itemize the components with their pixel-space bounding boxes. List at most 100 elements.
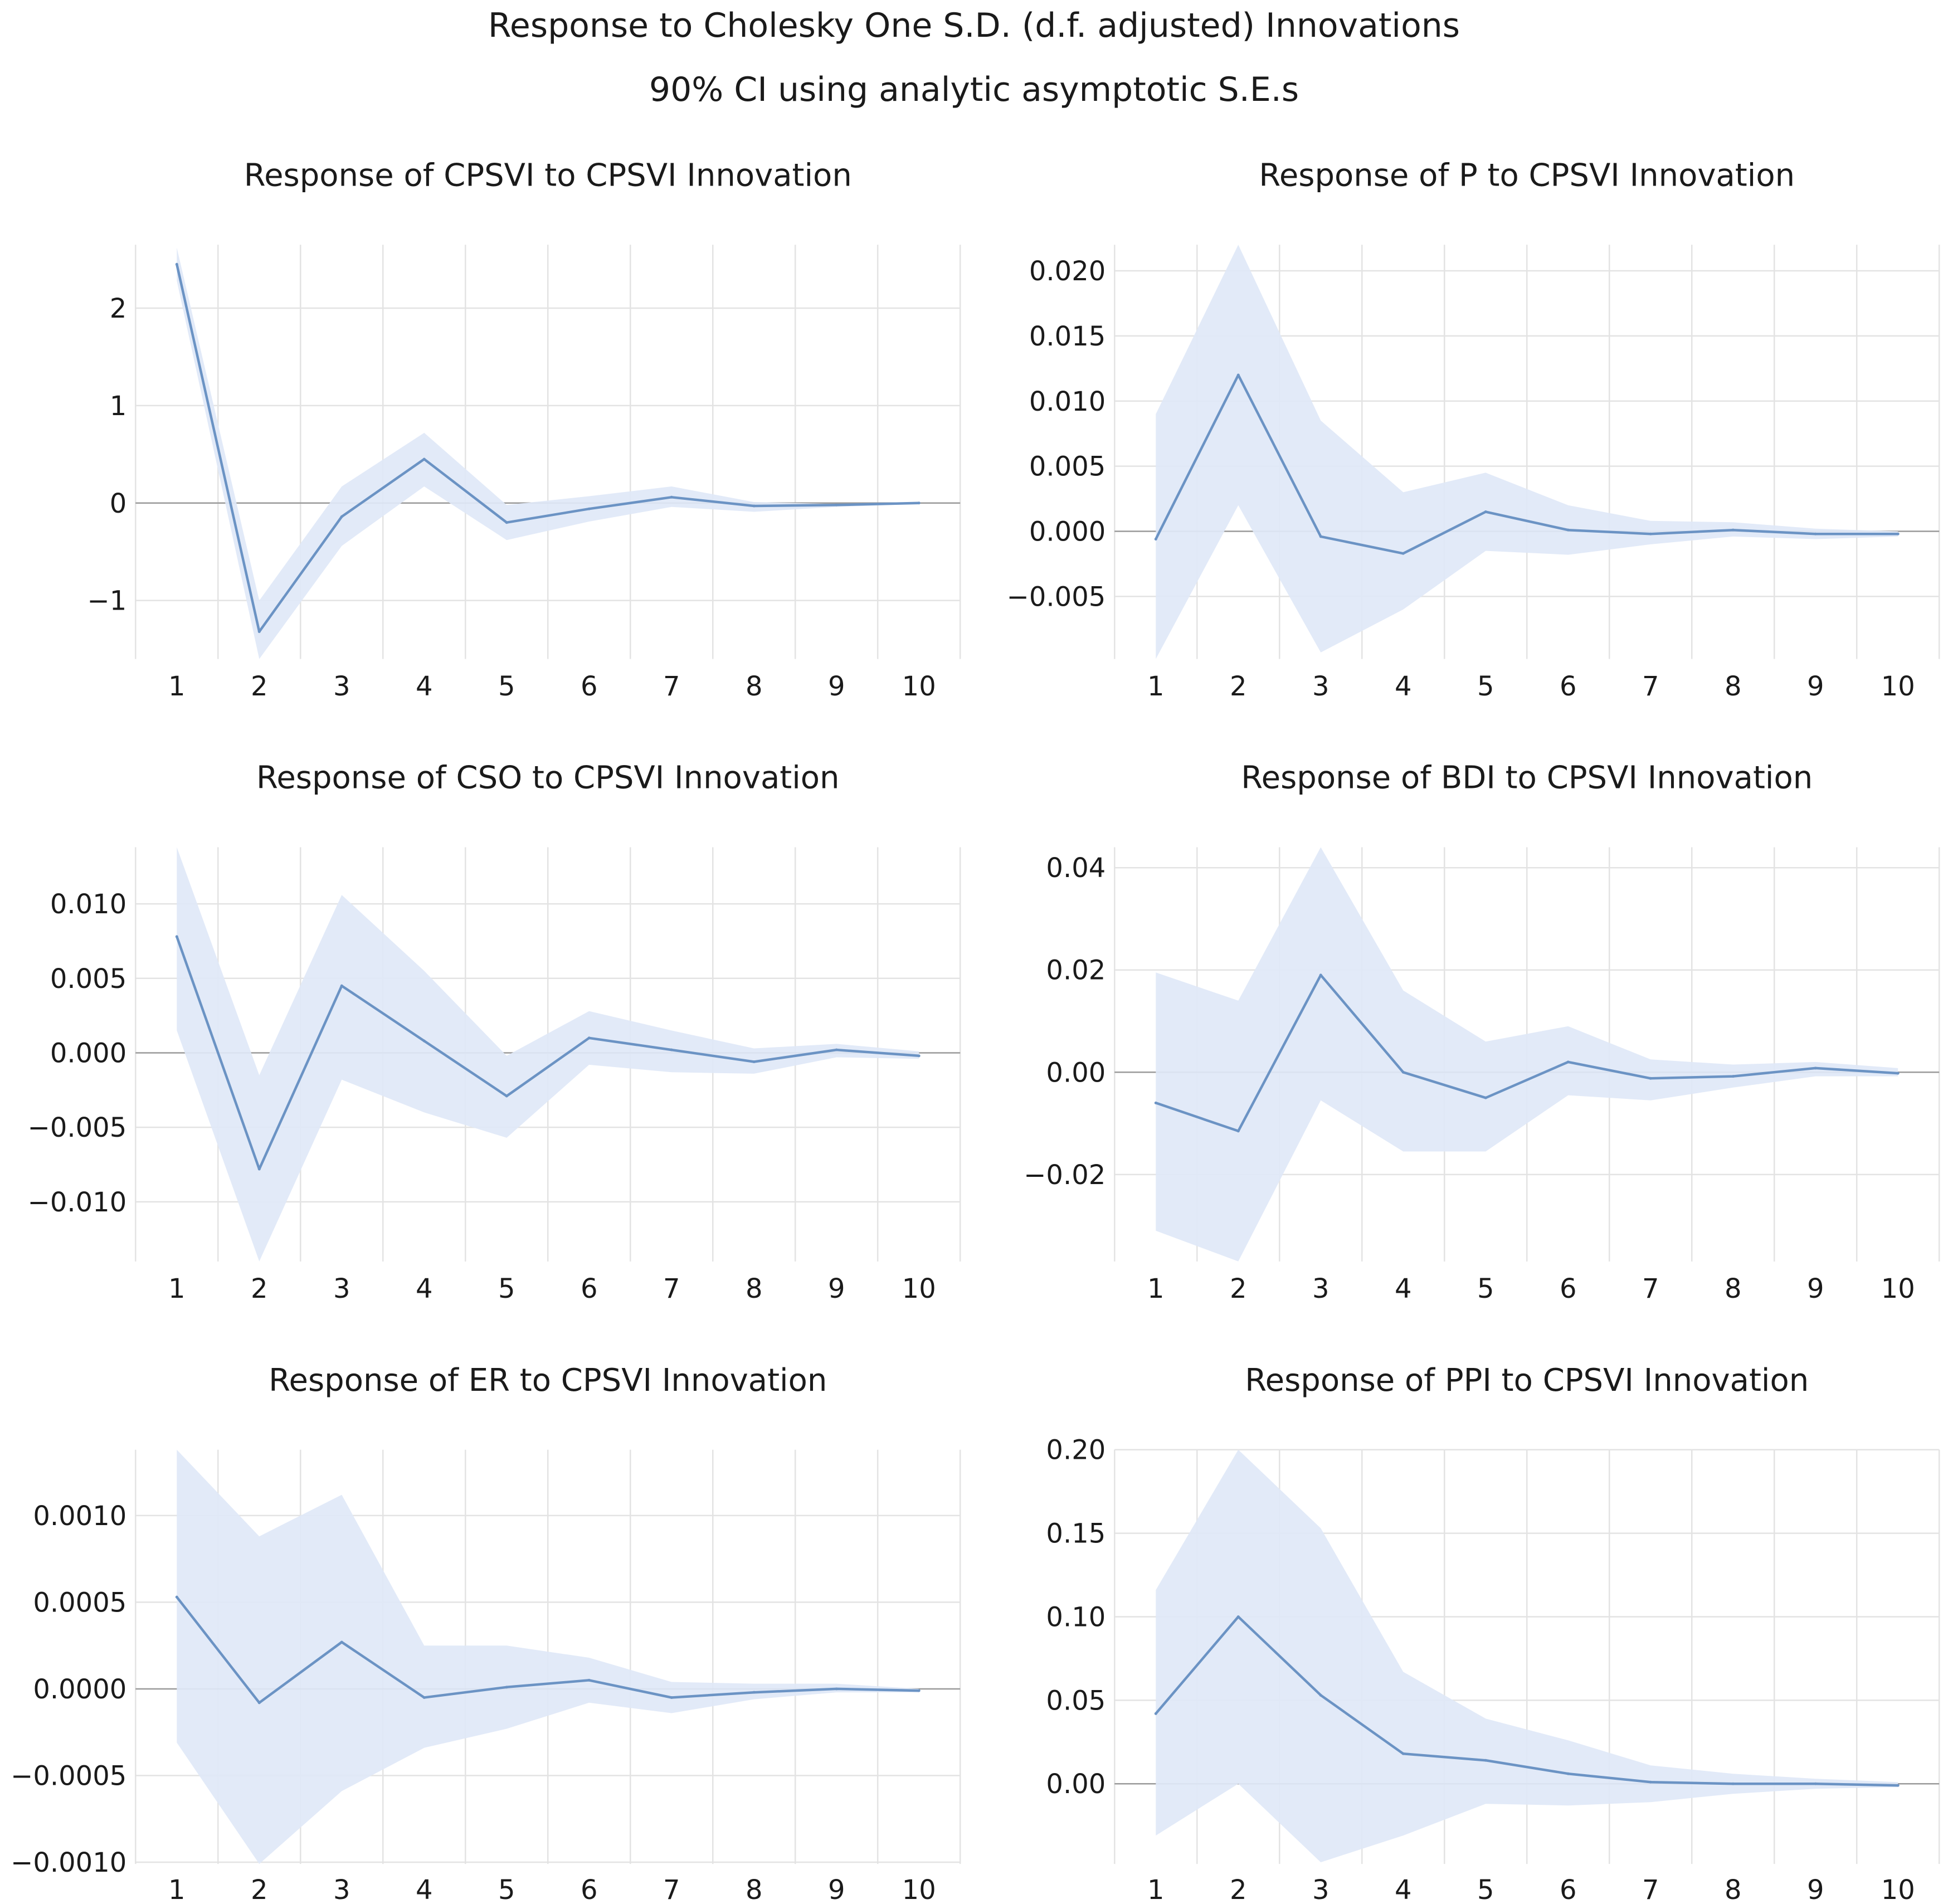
panel-6: Response of PPI to CPSVI Innovation 0.20 0… xyxy=(1046,1362,1940,1904)
y-tick-label: −0.005 xyxy=(28,1112,127,1143)
x-tick-label: 9 xyxy=(1807,1874,1824,1904)
x-tick-label: 2 xyxy=(1230,671,1247,702)
response-point xyxy=(175,262,178,266)
response-point xyxy=(1814,1067,1817,1070)
x-tick-label: 7 xyxy=(663,1874,680,1904)
y-tick-label: 0 xyxy=(110,488,127,519)
response-point xyxy=(340,1640,343,1644)
response-point xyxy=(1401,1752,1405,1755)
panel-2: Response of P to CPSVI Innovation 0.020 0.… xyxy=(1007,157,1940,702)
y-tick-label: −0.0010 xyxy=(11,1847,126,1878)
response-point xyxy=(1401,1070,1405,1074)
x-tick-label: 7 xyxy=(1642,1874,1659,1904)
response-point xyxy=(670,1696,673,1699)
response-point xyxy=(1814,532,1817,535)
x-tick-label: 2 xyxy=(251,1273,268,1304)
x-tick-label: 10 xyxy=(1881,671,1915,702)
x-tick-label: 1 xyxy=(1147,1874,1165,1904)
confidence-band xyxy=(1156,245,1898,659)
y-tick-label: −0.005 xyxy=(1007,581,1106,612)
panel-title: Response of P to CPSVI Innovation xyxy=(1259,157,1795,193)
x-tick-label: 9 xyxy=(1807,1273,1824,1304)
x-tick-label: 2 xyxy=(1230,1273,1247,1304)
x-tick-label: 8 xyxy=(1725,671,1742,702)
response-point xyxy=(340,984,343,987)
response-point xyxy=(835,503,838,507)
response-point xyxy=(587,507,591,510)
response-point xyxy=(422,1696,426,1699)
x-tick-label: 4 xyxy=(416,1273,433,1304)
x-tick-label: 2 xyxy=(251,671,268,702)
response-point xyxy=(835,1687,838,1691)
panel-title: Response of CPSVI to CPSVI Innovation xyxy=(244,157,852,193)
x-tick-label: 8 xyxy=(1725,1874,1742,1904)
response-point xyxy=(422,1039,426,1043)
x-tick-label: 3 xyxy=(333,1874,350,1904)
x-tick-label: 4 xyxy=(416,671,433,702)
response-point xyxy=(1649,1780,1652,1784)
response-point xyxy=(422,457,426,461)
response-point xyxy=(505,521,508,524)
x-tick-label: 3 xyxy=(333,1273,350,1304)
y-tick-label: −1 xyxy=(87,586,127,617)
x-tick-label: 10 xyxy=(902,1874,936,1904)
y-tick-label: −0.0005 xyxy=(11,1760,126,1791)
x-tick-label: 10 xyxy=(902,1273,936,1304)
x-tick-label: 6 xyxy=(581,671,598,702)
x-tick-label: 2 xyxy=(1230,1874,1247,1904)
y-tick-label: 0.010 xyxy=(1029,386,1106,417)
response-point xyxy=(1319,1693,1322,1697)
response-point xyxy=(1814,1782,1817,1785)
x-tick-label: 6 xyxy=(1560,671,1577,702)
confidence-band xyxy=(1156,1449,1898,1863)
panel-1: Response of CPSVI to CPSVI Innovation210… xyxy=(87,157,961,702)
y-tick-label: 0.10 xyxy=(1046,1601,1106,1633)
y-tick-label: 0.0000 xyxy=(33,1674,126,1705)
panel-title: Response of PPI to CPSVI Innovation xyxy=(1245,1362,1809,1399)
figure-subtitle: 90% CI using analytic asymptotic S.E.s xyxy=(649,70,1299,109)
x-tick-label: 5 xyxy=(498,671,515,702)
response-point xyxy=(917,501,921,505)
x-tick-label: 10 xyxy=(902,671,936,702)
y-tick-label: 0.00 xyxy=(1046,1769,1106,1800)
response-line xyxy=(176,1596,919,1705)
response-point xyxy=(175,1595,178,1599)
confidence-band xyxy=(1156,847,1898,1262)
response-point xyxy=(1896,532,1900,535)
response-point xyxy=(1236,1615,1240,1618)
y-tick-label: 0.000 xyxy=(50,1038,126,1069)
y-tick-label: 0.015 xyxy=(1029,321,1106,352)
response-point xyxy=(1484,1759,1487,1762)
x-tick-label: 5 xyxy=(498,1874,515,1904)
x-tick-label: 10 xyxy=(1881,1874,1915,1904)
panel-title: Response of ER to CPSVI Innovation xyxy=(269,1362,827,1399)
x-tick-label: 4 xyxy=(1395,671,1412,702)
response-point xyxy=(1566,1772,1570,1775)
response-point xyxy=(1896,1784,1900,1787)
response-point xyxy=(670,1048,673,1051)
response-point xyxy=(835,1048,838,1051)
response-point xyxy=(1154,538,1157,541)
x-tick-label: 5 xyxy=(1477,1273,1494,1304)
response-point xyxy=(1319,973,1322,977)
x-tick-label: 6 xyxy=(1560,1874,1577,1904)
x-tick-label: 8 xyxy=(746,671,763,702)
x-tick-label: 1 xyxy=(168,1874,186,1904)
x-tick-label: 1 xyxy=(168,671,186,702)
response-line xyxy=(176,936,919,1171)
x-tick-label: 6 xyxy=(1560,1273,1577,1304)
confidence-band xyxy=(177,1449,919,1864)
x-tick-label: 5 xyxy=(498,1273,515,1304)
response-point xyxy=(917,1054,921,1058)
response-point xyxy=(1566,528,1570,532)
x-tick-label: 9 xyxy=(1807,671,1824,702)
x-tick-label: 2 xyxy=(251,1874,268,1904)
x-tick-label: 6 xyxy=(581,1273,598,1304)
x-tick-label: 9 xyxy=(828,1273,845,1304)
response-point xyxy=(1649,1077,1652,1080)
x-tick-label: 7 xyxy=(1642,671,1659,702)
response-point xyxy=(257,630,261,634)
response-point xyxy=(752,504,756,508)
y-tick-label: 0.15 xyxy=(1046,1518,1106,1550)
